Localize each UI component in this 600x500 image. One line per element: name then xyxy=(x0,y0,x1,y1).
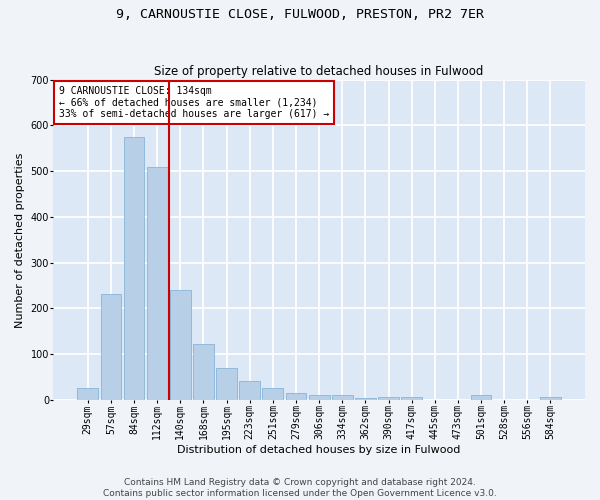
Bar xyxy=(286,393,307,400)
Bar xyxy=(124,137,145,400)
Text: Contains HM Land Registry data © Crown copyright and database right 2024.
Contai: Contains HM Land Registry data © Crown c… xyxy=(103,478,497,498)
Bar xyxy=(216,368,237,400)
Text: 9, CARNOUSTIE CLOSE, FULWOOD, PRESTON, PR2 7ER: 9, CARNOUSTIE CLOSE, FULWOOD, PRESTON, P… xyxy=(116,8,484,20)
Bar xyxy=(170,290,191,400)
Bar xyxy=(147,166,167,400)
Bar xyxy=(309,395,329,400)
X-axis label: Distribution of detached houses by size in Fulwood: Distribution of detached houses by size … xyxy=(178,445,461,455)
Bar xyxy=(540,397,561,400)
Bar xyxy=(239,382,260,400)
Bar xyxy=(193,344,214,400)
Bar xyxy=(401,398,422,400)
Bar xyxy=(470,396,491,400)
Text: 9 CARNOUSTIE CLOSE: 134sqm
← 66% of detached houses are smaller (1,234)
33% of s: 9 CARNOUSTIE CLOSE: 134sqm ← 66% of deta… xyxy=(59,86,329,120)
Bar xyxy=(101,294,121,400)
Bar xyxy=(332,395,353,400)
Bar xyxy=(77,388,98,400)
Bar xyxy=(355,398,376,400)
Bar xyxy=(262,388,283,400)
Title: Size of property relative to detached houses in Fulwood: Size of property relative to detached ho… xyxy=(154,66,484,78)
Bar xyxy=(378,398,399,400)
Y-axis label: Number of detached properties: Number of detached properties xyxy=(15,152,25,328)
